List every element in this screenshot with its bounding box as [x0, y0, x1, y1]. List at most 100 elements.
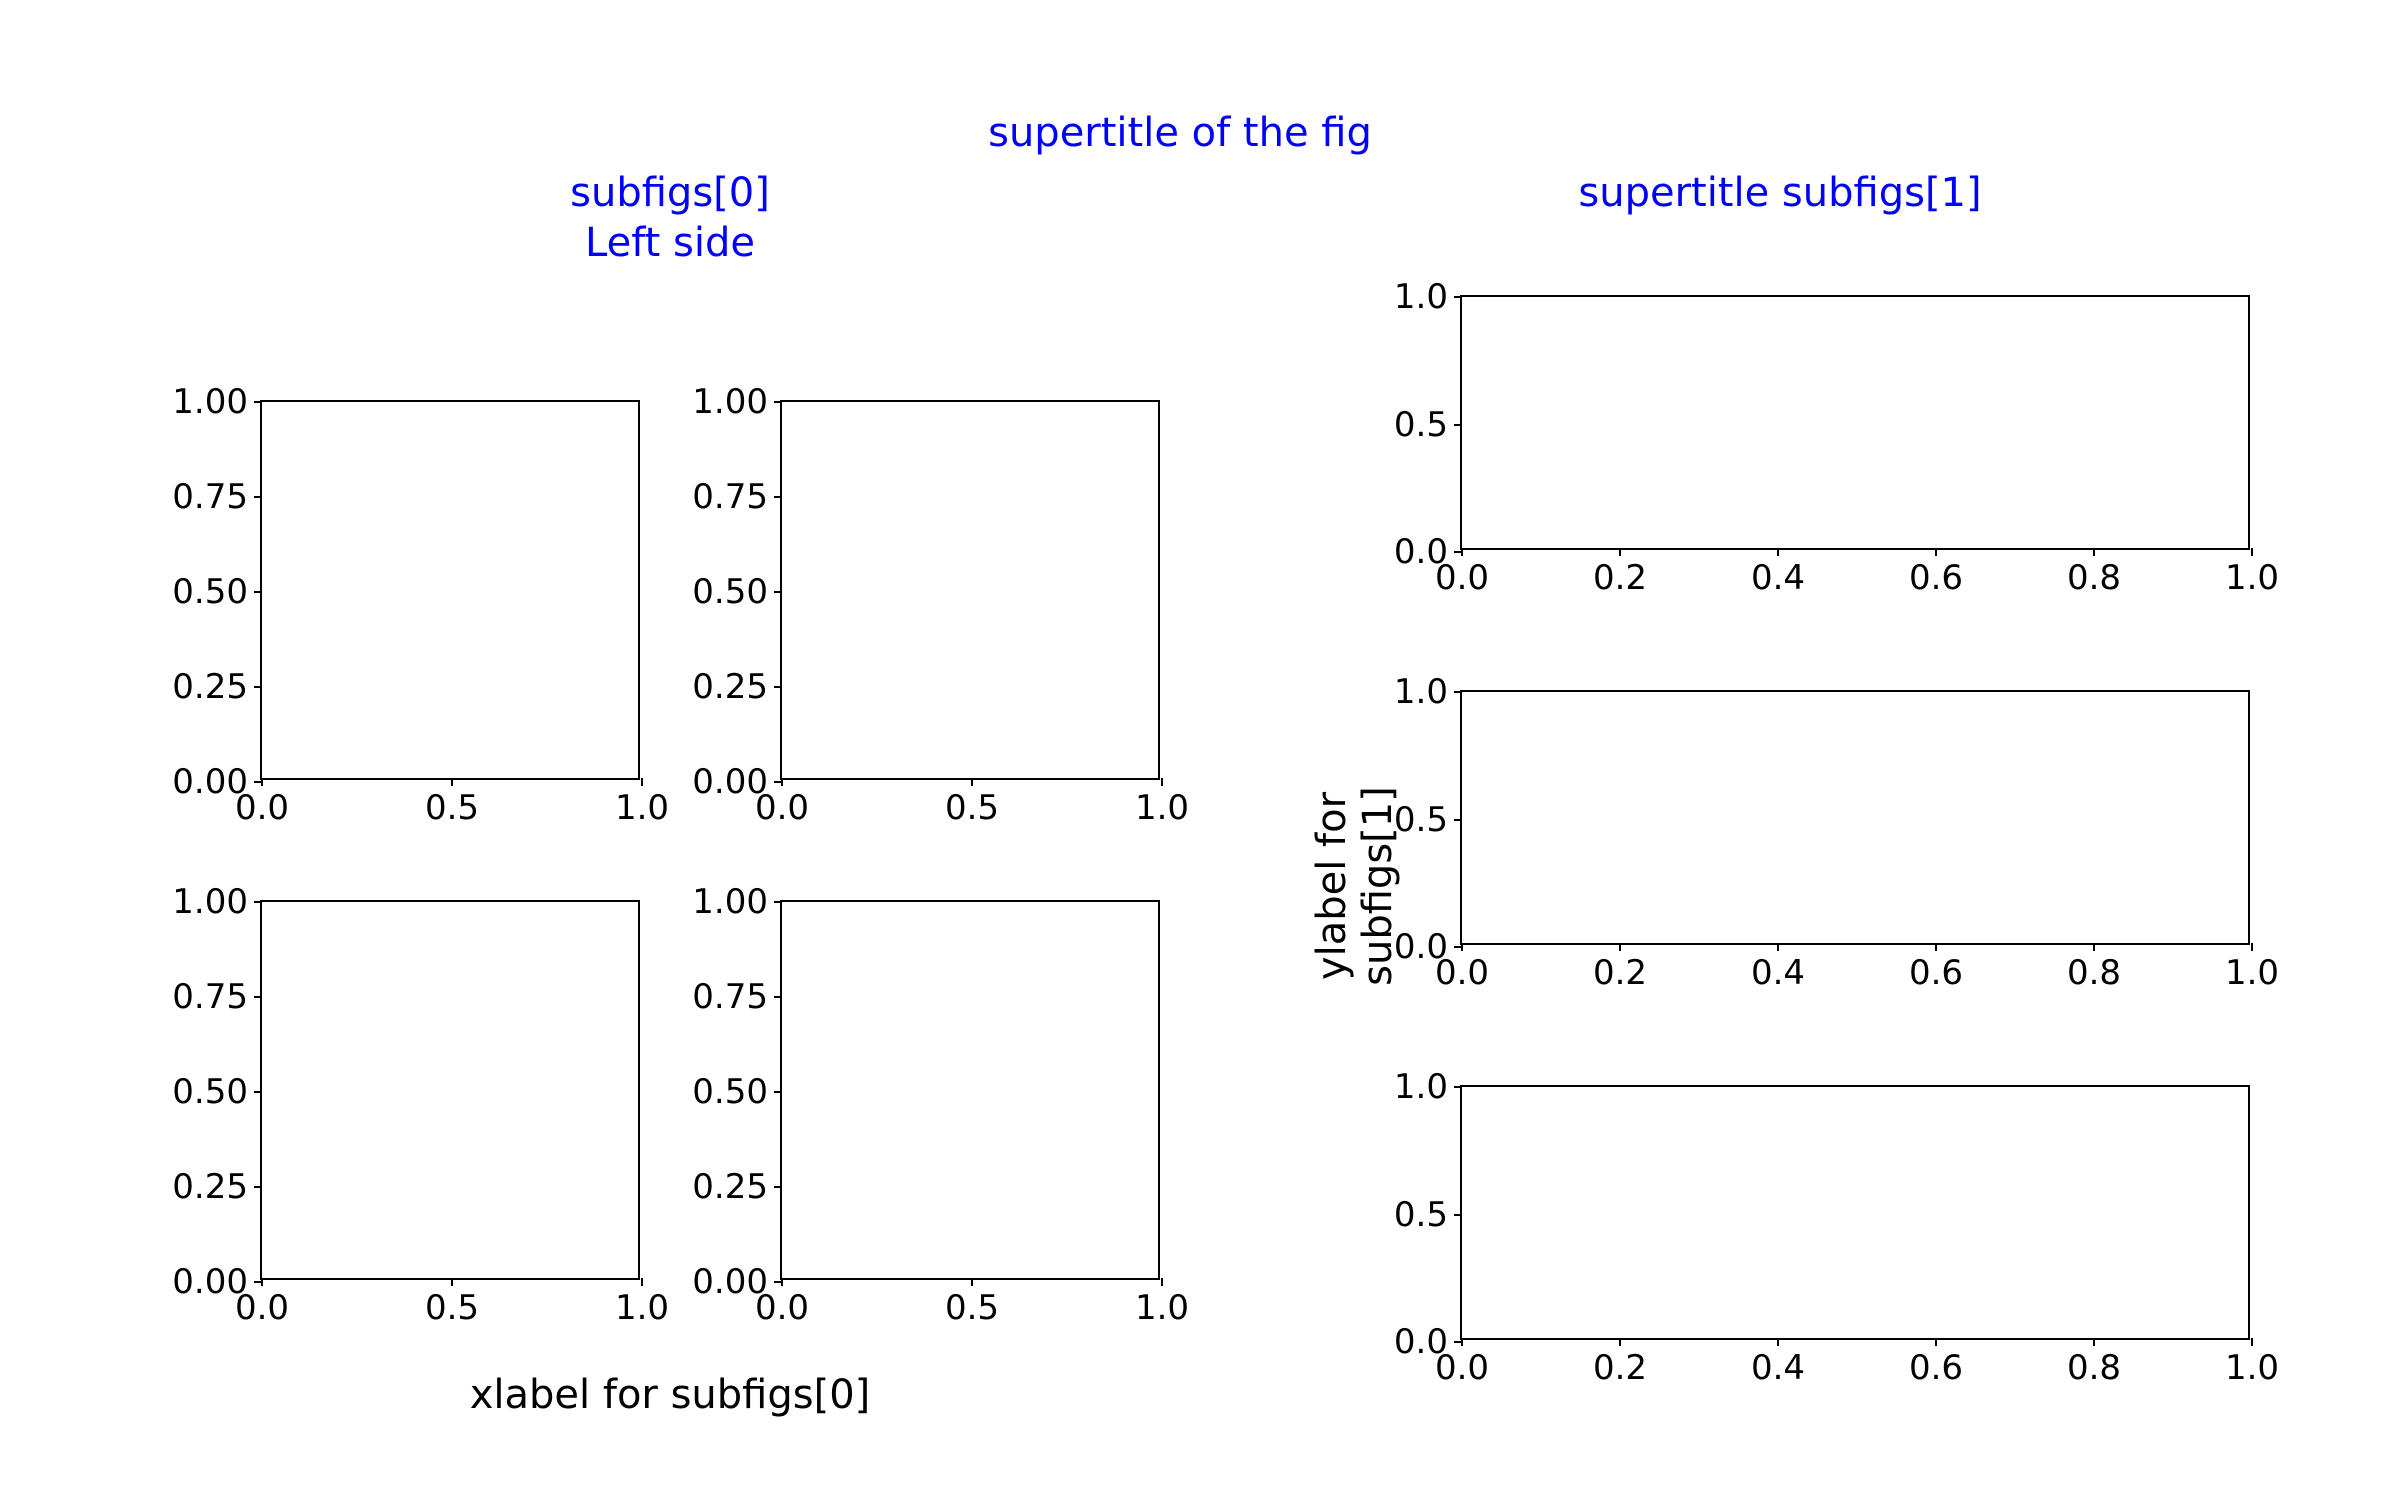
right-axes-1-xticklabel: 0.8	[2067, 953, 2121, 993]
left-axes-0-yticklabel: 0.75	[172, 477, 248, 517]
left-axes-2-ytick	[254, 1186, 262, 1188]
right-axes-0-xtick	[2251, 548, 2253, 556]
right-axes-2-xtick	[1935, 1338, 1937, 1346]
left-axes-0-xticklabel: 1.0	[615, 788, 669, 828]
right-axes-0-ytick	[1454, 424, 1462, 426]
right-axes-0-yticklabel: 0.0	[1394, 532, 1448, 572]
right-axes-0: 0.00.20.40.60.81.00.00.51.0	[1460, 295, 2250, 550]
right-axes-1-ytick	[1454, 946, 1462, 948]
right-axes-0-xtick	[1935, 548, 1937, 556]
left-axes-1-yticklabel: 0.75	[692, 477, 768, 517]
right-axes-1-xtick	[2251, 943, 2253, 951]
right-axes-0-ytick	[1454, 551, 1462, 553]
right-axes-1-ytick	[1454, 819, 1462, 821]
left-axes-3-yticklabel: 1.00	[692, 882, 768, 922]
left-axes-0-yticklabel: 0.25	[172, 667, 248, 707]
left-axes-0-yticklabel: 0.00	[172, 762, 248, 802]
left-axes-3-xtick	[1161, 1278, 1163, 1286]
left-axes-0-ytick	[254, 781, 262, 783]
right-axes-0-xtick	[2093, 548, 2095, 556]
left-axes-0-xtick	[641, 778, 643, 786]
right-axes-0-xticklabel: 0.2	[1593, 558, 1647, 598]
left-axes-3-xticklabel: 0.5	[945, 1288, 999, 1328]
left-axes-2-xtick	[451, 1278, 453, 1286]
left-axes-0-ytick	[254, 686, 262, 688]
left-axes-3-yticklabel: 0.25	[692, 1167, 768, 1207]
left-axes-3-yticklabel: 0.75	[692, 977, 768, 1017]
right-axes-1-yticklabel: 0.0	[1394, 927, 1448, 967]
left-axes-2-yticklabel: 1.00	[172, 882, 248, 922]
right-subfig-title-line1: supertitle subfigs[1]	[1280, 170, 2280, 216]
left-axes-0-ytick	[254, 591, 262, 593]
right-axes-2-yticklabel: 1.0	[1394, 1067, 1448, 1107]
figure-suptitle-text: supertitle of the fig	[988, 110, 1372, 156]
right-axes-2-xticklabel: 0.8	[2067, 1348, 2121, 1388]
right-axes-2-xticklabel: 1.0	[2225, 1348, 2279, 1388]
left-axes-3-ytick	[774, 1091, 782, 1093]
right-axes-1-xtick	[1777, 943, 1779, 951]
left-axes-0-ytick	[254, 496, 262, 498]
left-axes-3-ytick	[774, 1281, 782, 1283]
right-axes-0-xticklabel: 1.0	[2225, 558, 2279, 598]
left-axes-1: 0.00.51.00.000.250.500.751.00	[780, 400, 1160, 780]
left-subfig-title-line2: Left side	[80, 220, 1260, 266]
left-axes-1-xticklabel: 1.0	[1135, 788, 1189, 828]
left-axes-0: 0.00.51.00.000.250.500.751.00	[260, 400, 640, 780]
right-axes-0-xticklabel: 0.4	[1751, 558, 1805, 598]
right-axes-2-ytick	[1454, 1086, 1462, 1088]
right-axes-1-xticklabel: 0.2	[1593, 953, 1647, 993]
left-axes-2: 0.00.51.00.000.250.500.751.00	[260, 900, 640, 1280]
left-axes-1-ytick	[774, 591, 782, 593]
right-axes-2-yticklabel: 0.5	[1394, 1195, 1448, 1235]
right-axes-1-xticklabel: 0.4	[1751, 953, 1805, 993]
right-axes-2: 0.00.20.40.60.81.00.00.51.0	[1460, 1085, 2250, 1340]
left-axes-3-yticklabel: 0.50	[692, 1072, 768, 1112]
left-axes-1-xtick	[971, 778, 973, 786]
left-axes-1-ytick	[774, 781, 782, 783]
left-axes-0-yticklabel: 1.00	[172, 382, 248, 422]
left-axes-3-xticklabel: 1.0	[1135, 1288, 1189, 1328]
left-axes-0-ytick	[254, 401, 262, 403]
left-axes-3: 0.00.51.00.000.250.500.751.00	[780, 900, 1160, 1280]
right-axes-2-ytick	[1454, 1341, 1462, 1343]
right-axes-1-xticklabel: 0.6	[1909, 953, 1963, 993]
right-axes-1-ytick	[1454, 691, 1462, 693]
right-axes-2-yticklabel: 0.0	[1394, 1322, 1448, 1362]
left-axes-3-ytick	[774, 996, 782, 998]
left-supxlabel: xlabel for subfigs[0]	[80, 1372, 1260, 1418]
left-axes-1-ytick	[774, 496, 782, 498]
left-axes-2-yticklabel: 0.25	[172, 1167, 248, 1207]
left-axes-3-ytick	[774, 1186, 782, 1188]
right-axes-0-yticklabel: 0.5	[1394, 405, 1448, 445]
left-axes-3-ytick	[774, 901, 782, 903]
left-axes-1-xtick	[1161, 778, 1163, 786]
left-axes-3-xtick	[971, 1278, 973, 1286]
left-axes-2-yticklabel: 0.00	[172, 1262, 248, 1302]
right-axes-1-yticklabel: 1.0	[1394, 672, 1448, 712]
right-axes-1-xtick	[1935, 943, 1937, 951]
left-axes-2-yticklabel: 0.50	[172, 1072, 248, 1112]
left-axes-1-xticklabel: 0.5	[945, 788, 999, 828]
right-axes-0-xtick	[1619, 548, 1621, 556]
right-axes-0-yticklabel: 1.0	[1394, 277, 1448, 317]
figure-suptitle: supertitle of the fig	[80, 110, 2280, 156]
left-axes-1-ytick	[774, 401, 782, 403]
left-axes-1-yticklabel: 0.25	[692, 667, 768, 707]
right-supylabel: ylabel for subfigs[1]	[1309, 686, 1401, 1086]
right-axes-1-xticklabel: 1.0	[2225, 953, 2279, 993]
right-axes-2-xtick	[1619, 1338, 1621, 1346]
left-axes-2-yticklabel: 0.75	[172, 977, 248, 1017]
left-axes-2-xticklabel: 1.0	[615, 1288, 669, 1328]
left-axes-1-yticklabel: 0.00	[692, 762, 768, 802]
left-axes-2-ytick	[254, 1091, 262, 1093]
left-axes-2-xtick	[641, 1278, 643, 1286]
right-axes-1-yticklabel: 0.5	[1394, 800, 1448, 840]
right-axes-1: 0.00.20.40.60.81.00.00.51.0	[1460, 690, 2250, 945]
right-axes-2-xticklabel: 0.6	[1909, 1348, 1963, 1388]
right-axes-0-ytick	[1454, 296, 1462, 298]
right-axes-2-xticklabel: 0.4	[1751, 1348, 1805, 1388]
left-axes-1-yticklabel: 0.50	[692, 572, 768, 612]
left-axes-2-ytick	[254, 1281, 262, 1283]
left-axes-3-yticklabel: 0.00	[692, 1262, 768, 1302]
right-axes-0-xtick	[1777, 548, 1779, 556]
